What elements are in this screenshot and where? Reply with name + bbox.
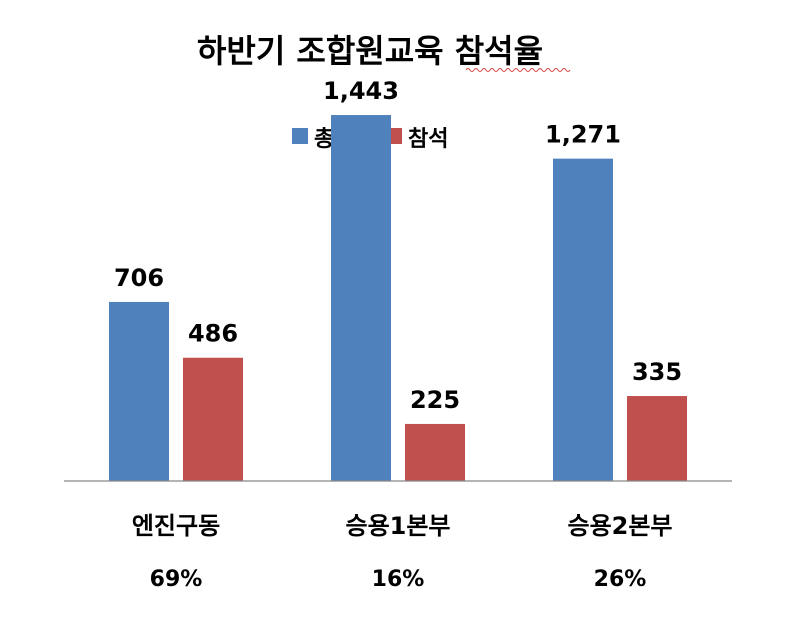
data-label-attend-2: 335	[632, 358, 682, 386]
data-label-total-1: 1,443	[323, 77, 399, 105]
bar-total-1	[331, 115, 391, 482]
chart-title: 하반기 조합원교육 참석율	[197, 32, 543, 70]
bar-total-0	[109, 301, 169, 481]
attendance-rate-0: 69%	[150, 567, 203, 592]
attendance-rate-1: 16%	[372, 567, 425, 592]
category-label-1: 승용1본부	[345, 512, 450, 540]
bar-attend-1	[405, 423, 465, 481]
category-label-0: 엔진구동	[132, 512, 220, 540]
legend-label-attend: 참석	[408, 127, 448, 152]
bar-attend-0	[183, 357, 243, 481]
data-label-attend-0: 486	[188, 320, 238, 348]
category-label-2: 승용2본부	[567, 512, 672, 540]
spellcheck-underline	[465, 68, 571, 72]
data-label-total-2: 1,271	[545, 121, 621, 149]
legend-swatch-total	[292, 128, 308, 144]
attendance-rate-2: 26%	[594, 567, 647, 592]
data-label-attend-1: 225	[410, 386, 460, 414]
bar-total-2	[553, 158, 613, 482]
bar-attend-2	[627, 396, 687, 481]
data-label-total-0: 706	[114, 264, 164, 292]
